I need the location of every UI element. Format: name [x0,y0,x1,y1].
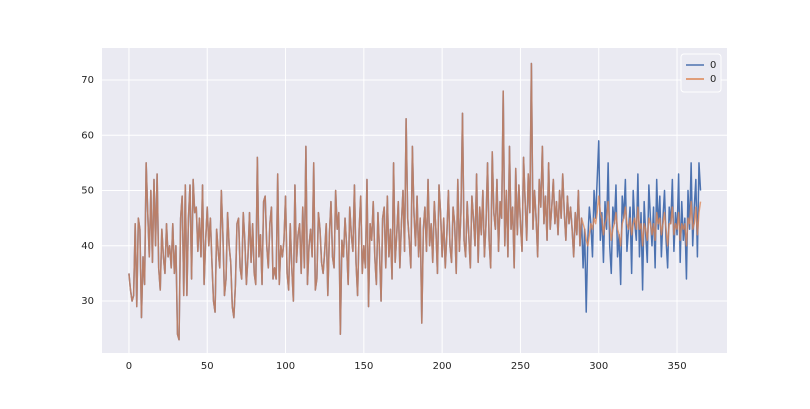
x-tick-label: 200 [433,361,452,372]
x-tick-label: 150 [354,361,373,372]
legend-box [680,53,722,93]
series-line [128,62,702,341]
y-tick-label: 30 [81,296,94,307]
y-tick-label: 70 [81,75,94,86]
legend-label: 0 [710,60,716,71]
legend-label: 0 [710,74,716,85]
x-tick-label: 0 [126,361,132,372]
x-tick-label: 300 [589,361,608,372]
legend: 00 [680,53,722,93]
y-tick-label: 40 [81,241,94,252]
x-tick-label: 100 [276,361,295,372]
y-tick-label: 50 [81,186,94,197]
x-tick-label: 250 [511,361,530,372]
y-tick-label: 60 [81,130,94,141]
x-tick-label: 50 [201,361,214,372]
x-tick-label: 350 [667,361,686,372]
